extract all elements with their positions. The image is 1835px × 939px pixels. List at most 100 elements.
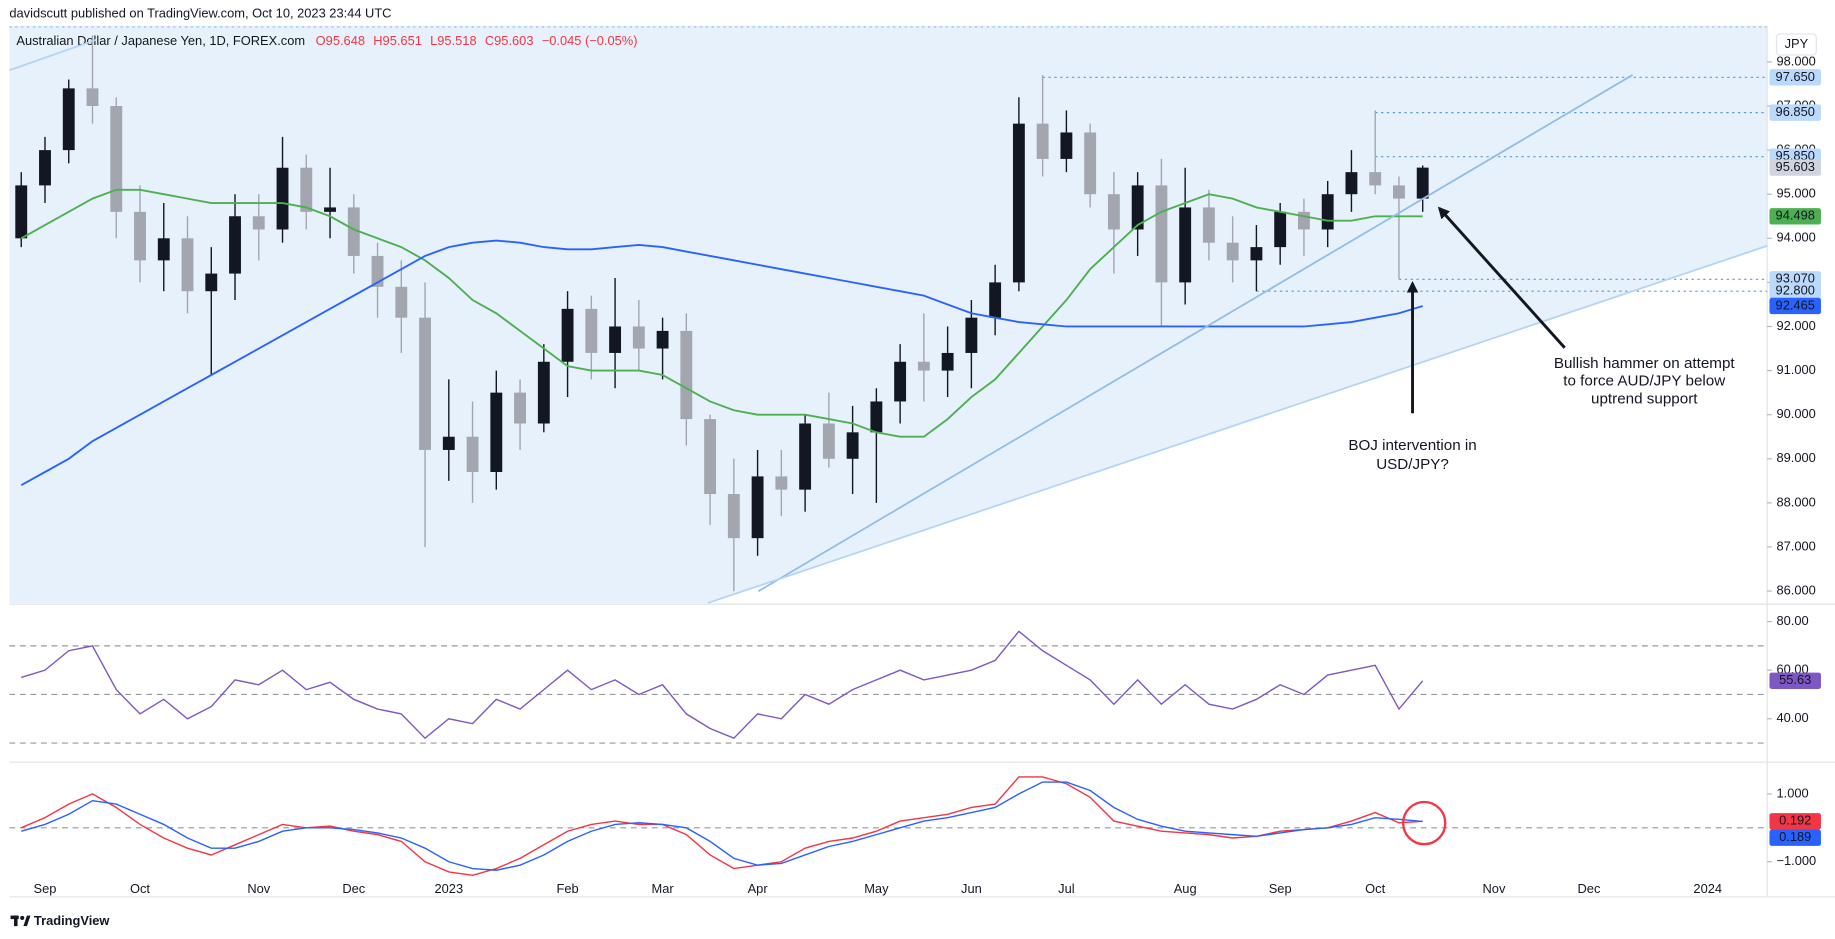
open: O95.648: [316, 34, 365, 49]
candle-body: [1297, 211, 1310, 230]
candle-body: [561, 308, 574, 362]
candle-body: [62, 88, 75, 151]
published-note: davidscutt published on TradingView.com,…: [9, 5, 391, 20]
series-line: [20, 776, 1423, 877]
price-marker: [1769, 283, 1821, 300]
y-tick-label: 87.000: [1776, 538, 1815, 553]
candle-body: [870, 401, 883, 433]
candle-body: [157, 238, 170, 261]
candle-body: [181, 238, 194, 292]
x-tick-label: Apr: [748, 881, 769, 896]
low: L95.518: [430, 34, 476, 49]
y-tick-label: 91.000: [1776, 362, 1815, 377]
price-marker: [1769, 208, 1821, 225]
candle-body: [1084, 132, 1097, 195]
footer-brand: TradingView: [34, 913, 110, 928]
logo: [20, 915, 25, 921]
x-tick-label: Dec: [1578, 881, 1601, 896]
price-marker-label: 92.465: [1776, 297, 1815, 312]
candle-body: [110, 106, 123, 212]
x-tick-label: Sep: [34, 881, 57, 896]
x-tick-label: Oct: [1365, 881, 1385, 896]
candle-body: [1012, 123, 1025, 283]
candle-body: [1155, 185, 1168, 283]
x-tick-label: Mar: [652, 881, 675, 896]
price-marker-label: 93.070: [1776, 271, 1815, 286]
candle-body: [1107, 194, 1120, 230]
candle-body: [229, 216, 241, 274]
annotation: USD/JPY?: [1376, 456, 1449, 473]
price-marker-label: 95.850: [1776, 148, 1815, 163]
x-tick-label: 2023: [435, 881, 464, 896]
y-tick-label: 80.00: [1776, 613, 1808, 628]
x-tick-label: Jul: [1058, 881, 1074, 896]
x-tick-label: Oct: [130, 881, 150, 896]
candle-body: [514, 392, 527, 424]
price-marker: [1769, 813, 1821, 830]
candle-body: [300, 167, 313, 212]
candle-body: [680, 330, 693, 420]
series-line: [21, 781, 1423, 871]
annotation: BOJ intervention in: [1348, 437, 1476, 454]
annotation: uptrend support: [1591, 390, 1698, 407]
candle-body: [941, 352, 954, 371]
candle-body: [1060, 132, 1073, 159]
lower-trend-line: [707, 245, 1768, 604]
candle-body: [1369, 172, 1382, 186]
y-tick-label: 98.000: [1776, 53, 1815, 68]
legend: Australian Dollar / Japanese Yen, 1D, FO…: [16, 34, 637, 49]
candle-body: [395, 286, 408, 318]
currency-box[interactable]: [1775, 33, 1817, 56]
price-marker-label: 94.498: [1776, 208, 1815, 223]
candle-body: [276, 167, 289, 230]
y-tick-label: 1.000: [1776, 785, 1808, 800]
y-tick-label: 88.000: [1776, 494, 1815, 509]
candle-body: [205, 273, 218, 292]
candle-body: [1345, 172, 1358, 195]
candle-body: [751, 476, 764, 539]
candle-body: [466, 436, 479, 473]
price-marker: [1769, 104, 1821, 121]
price-marker-label: 0.192: [1779, 813, 1811, 828]
x-tick-label: Nov: [1483, 881, 1506, 896]
candle-body: [609, 326, 622, 353]
price-marker: [1769, 297, 1821, 315]
logo: [23, 915, 31, 927]
y-tick-label: −1.000: [1776, 853, 1816, 868]
candle-body: [1131, 185, 1144, 230]
price-marker-label: 0.189: [1779, 829, 1811, 844]
price-marker: [1769, 159, 1821, 176]
x-tick-label: Jun: [961, 881, 982, 896]
price-marker: [1769, 672, 1821, 689]
candle-body: [846, 432, 859, 459]
candle-body: [989, 282, 1002, 318]
candle-body: [490, 392, 503, 473]
currency-label[interactable]: JPY: [1785, 36, 1809, 51]
x-tick-label: 2024: [1693, 881, 1722, 896]
candle-body: [86, 88, 99, 107]
candle-body: [442, 436, 455, 450]
y-tick-label: 40.00: [1776, 710, 1808, 725]
x-tick-label: Dec: [342, 881, 365, 896]
candle-body: [965, 317, 978, 353]
candle-body: [1250, 247, 1263, 261]
x-tick-label: Nov: [247, 881, 270, 896]
price-marker-label: 95.603: [1776, 159, 1815, 174]
candle-body: [1393, 185, 1405, 199]
candle-body: [1416, 167, 1429, 199]
price-marker-label: 55.63: [1779, 672, 1811, 687]
candle-body: [704, 419, 717, 495]
upper-trend-line: [9, 38, 97, 72]
candle-body: [632, 326, 645, 349]
highlight-circle: [1401, 800, 1447, 846]
candle-body: [324, 207, 336, 212]
y-tick-label: 86.000: [1776, 582, 1815, 597]
candle-body: [1274, 211, 1287, 248]
candle-body: [419, 317, 431, 450]
candle-body: [822, 423, 835, 459]
range-shade: [9, 25, 1768, 603]
candle-body: [799, 423, 812, 490]
candle-body: [656, 330, 669, 349]
